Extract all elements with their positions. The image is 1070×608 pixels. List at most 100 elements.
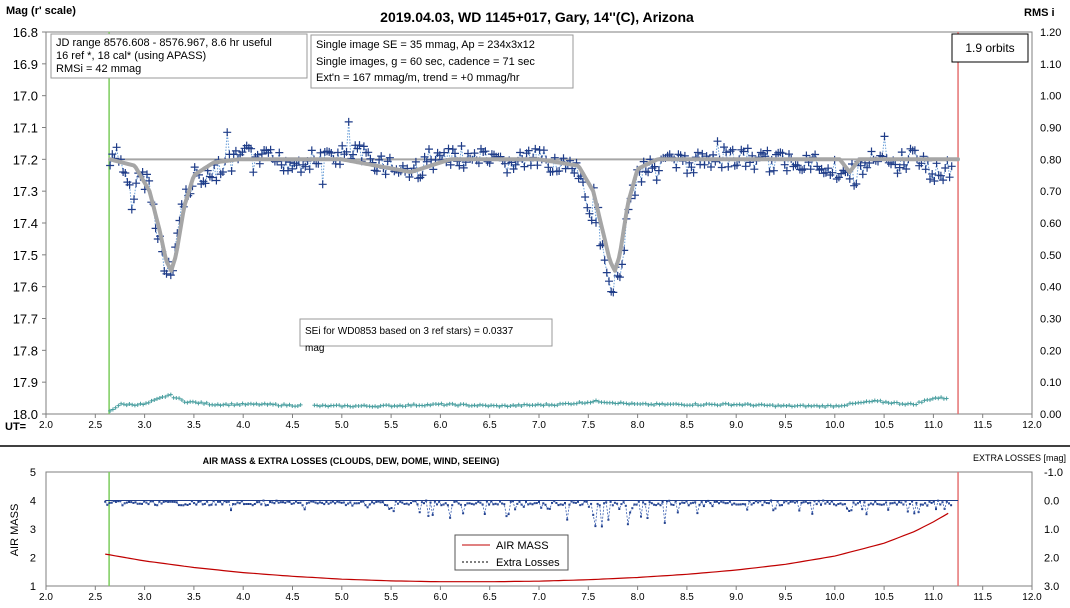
extra-loss-point: [384, 504, 386, 506]
rms-point: [232, 403, 237, 408]
rms-point: [141, 402, 146, 407]
rms-point: [594, 398, 598, 403]
extra-loss-point: [503, 503, 506, 506]
bottom-x-tick-label: 10.0: [825, 592, 845, 603]
measurement-point: [422, 157, 431, 166]
measurement-point: [769, 166, 778, 175]
extra-loss-point: [754, 500, 757, 503]
extra-loss-point: [932, 500, 935, 503]
extra-loss-point: [340, 501, 343, 504]
rms-point: [251, 402, 256, 407]
rms-point: [370, 404, 375, 409]
rms-point: [464, 402, 469, 407]
rms-point: [544, 402, 549, 406]
extra-loss-point: [282, 501, 284, 504]
rms-point: [853, 401, 858, 406]
y2-tick-label: 0.40: [1040, 282, 1061, 294]
extra-loss-point: [225, 501, 228, 504]
measurement-point: [405, 173, 414, 181]
rms-point: [574, 401, 579, 406]
rms-point: [773, 404, 778, 409]
rms-point: [298, 402, 303, 407]
extra-loss-point: [164, 500, 167, 503]
rms-point: [262, 401, 267, 406]
bottom-x-tick-label: 2.0: [39, 592, 53, 603]
rms-point: [323, 403, 328, 408]
rms-point: [224, 402, 228, 407]
info-line-4: Single image SE = 35 mmag, Ap = 234x3x12: [316, 39, 535, 51]
rms-point: [502, 403, 507, 408]
bottom-x-tick-label: 5.0: [335, 592, 349, 603]
rms-point: [450, 401, 455, 406]
y-tick-label: 17.2: [13, 152, 38, 167]
bottom-x-tick-label: 4.0: [236, 592, 250, 603]
rms-point: [215, 402, 220, 407]
extra-loss-point: [767, 502, 770, 505]
bottom-x-tick-label: 6.0: [433, 592, 447, 603]
measurement-point: [459, 163, 468, 172]
bottom-y2-tick-label: 1.0: [1044, 524, 1059, 536]
measurement-point: [247, 144, 256, 153]
bottom-x-tick-label: 5.5: [384, 592, 398, 603]
extra-loss-point: [531, 503, 534, 506]
measurement-point: [544, 163, 553, 172]
extra-loss-point: [683, 501, 686, 504]
measurement-point: [531, 144, 540, 153]
measurement-point: [297, 168, 305, 177]
extra-loss-point: [470, 502, 473, 505]
rms-point: [486, 404, 491, 409]
measurement-point: [364, 148, 373, 157]
measurement-point: [307, 146, 316, 155]
extra-loss-point: [431, 513, 434, 516]
rms-point: [781, 403, 786, 408]
extra-loss-point: [297, 501, 300, 504]
measurement-point: [858, 170, 867, 179]
extra-loss-point: [848, 510, 851, 512]
rms-point: [409, 403, 413, 408]
extra-loss-point: [475, 502, 478, 505]
measurement-point: [689, 168, 698, 177]
rms-point: [894, 400, 899, 405]
bottom-y-axis-label-left: AIR MASS: [9, 504, 21, 557]
measurement-point: [687, 163, 696, 172]
x-tick-label: 10.0: [825, 420, 845, 431]
measurement-point: [359, 142, 368, 151]
rms-point: [513, 404, 518, 408]
extra-loss-point: [666, 500, 668, 503]
rms-point: [337, 403, 342, 408]
bottom-y-tick-label: 3: [30, 524, 36, 536]
rms-point: [138, 401, 143, 406]
extra-loss-point: [800, 501, 803, 504]
measurement-point: [581, 193, 590, 201]
extra-loss-point: [798, 509, 801, 512]
rms-point: [345, 403, 350, 408]
rms-point: [472, 403, 477, 408]
measurement-point: [605, 277, 613, 286]
extra-loss-point: [874, 500, 877, 503]
rms-point: [914, 402, 919, 407]
measurement-point: [145, 176, 154, 185]
bottom-y-tick-label: 5: [30, 467, 36, 479]
measurement-point: [930, 177, 939, 185]
extra-loss-point: [618, 508, 621, 510]
x-tick-label: 4.5: [286, 420, 300, 431]
measurement-point: [852, 180, 861, 188]
measurement-point: [824, 164, 833, 173]
measurement-point: [130, 195, 138, 204]
measurement-point: [828, 168, 837, 177]
x-tick-label: 9.5: [779, 420, 793, 431]
sei-line-2: mag: [305, 343, 324, 354]
extra-loss-point: [566, 518, 569, 521]
y2-tick-label: 0.30: [1040, 314, 1061, 326]
rms-point: [163, 394, 168, 399]
extra-loss-point: [542, 502, 545, 505]
orbits-text: 1.9 orbits: [965, 41, 1014, 55]
rms-point: [693, 401, 698, 406]
top-tick-labels: 16.8 16.9 17.0 17.1 17.2 17.3 17.4 17.5 17.6 17.7…: [13, 25, 1062, 431]
extra-loss-point: [401, 501, 404, 504]
rms-point: [185, 400, 190, 405]
measurement-point: [856, 161, 865, 170]
extra-loss-point: [709, 502, 712, 505]
rms-point: [121, 402, 126, 407]
measurement-point: [420, 152, 429, 161]
